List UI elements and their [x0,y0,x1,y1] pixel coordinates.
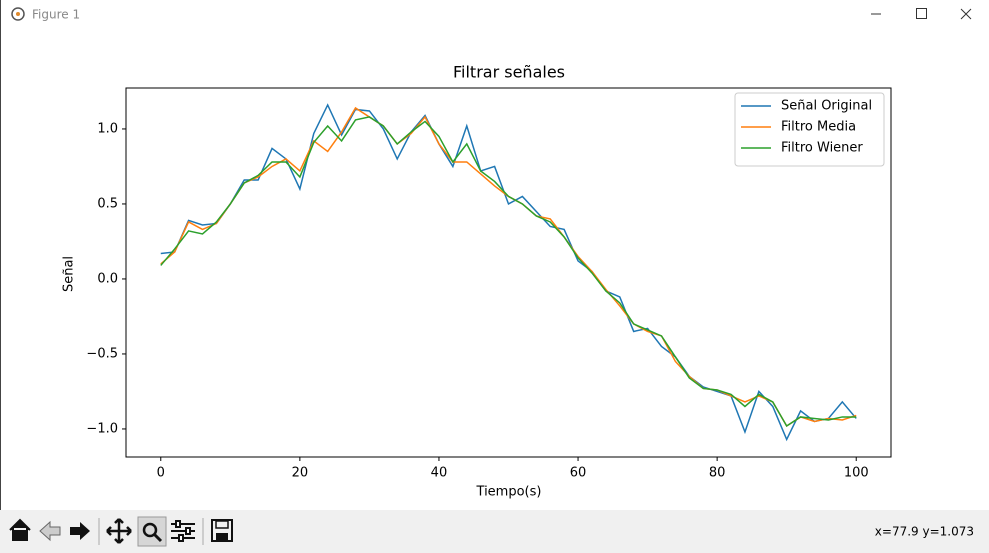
x-tick-label: 100 [844,466,869,481]
home-button[interactable] [9,518,31,541]
series-line [160,103,857,442]
x-tick-label: 40 [431,466,448,481]
x-tick-label: 20 [292,466,309,481]
chart-title: Filtrar señales [453,63,565,82]
x-tick-label: 80 [709,466,726,481]
y-tick-label: −1.0 [86,421,118,436]
close-button[interactable] [960,8,972,20]
legend-label: Filtro Wiener [781,141,863,156]
zoom-button[interactable] [137,516,167,547]
legend-label: Señal Original [781,99,872,114]
y-tick-label: −0.5 [86,346,118,361]
pan-button[interactable] [106,518,132,544]
window-title: Figure 1 [32,8,80,22]
app-icon [11,7,25,21]
legend-label: Filtro Media [781,120,856,135]
series-line [160,116,857,428]
plot-area [160,103,857,442]
x-axis-label: Tiempo(s) [476,485,542,500]
zoom-icon [142,522,158,538]
cursor-status: x=77.9 y=1.073 [875,525,974,539]
y-tick-label: 0.5 [97,196,118,211]
maximize-button[interactable] [916,8,927,19]
y-axis-label: Señal [62,256,77,292]
y-tick-label: 0.0 [97,271,118,286]
x-tick-label: 0 [157,466,165,481]
back-button[interactable] [39,520,61,542]
save-button[interactable] [211,519,233,542]
legend-box [734,92,885,167]
configure-button[interactable] [171,520,195,542]
forward-button[interactable] [70,522,90,540]
zoom-icon-handle [152,532,163,543]
x-tick-label: 60 [570,466,587,481]
y-tick-label: 1.0 [97,121,118,136]
